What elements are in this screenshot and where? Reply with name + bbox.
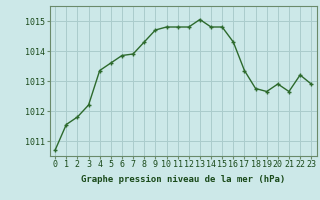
X-axis label: Graphe pression niveau de la mer (hPa): Graphe pression niveau de la mer (hPa) [81,175,285,184]
